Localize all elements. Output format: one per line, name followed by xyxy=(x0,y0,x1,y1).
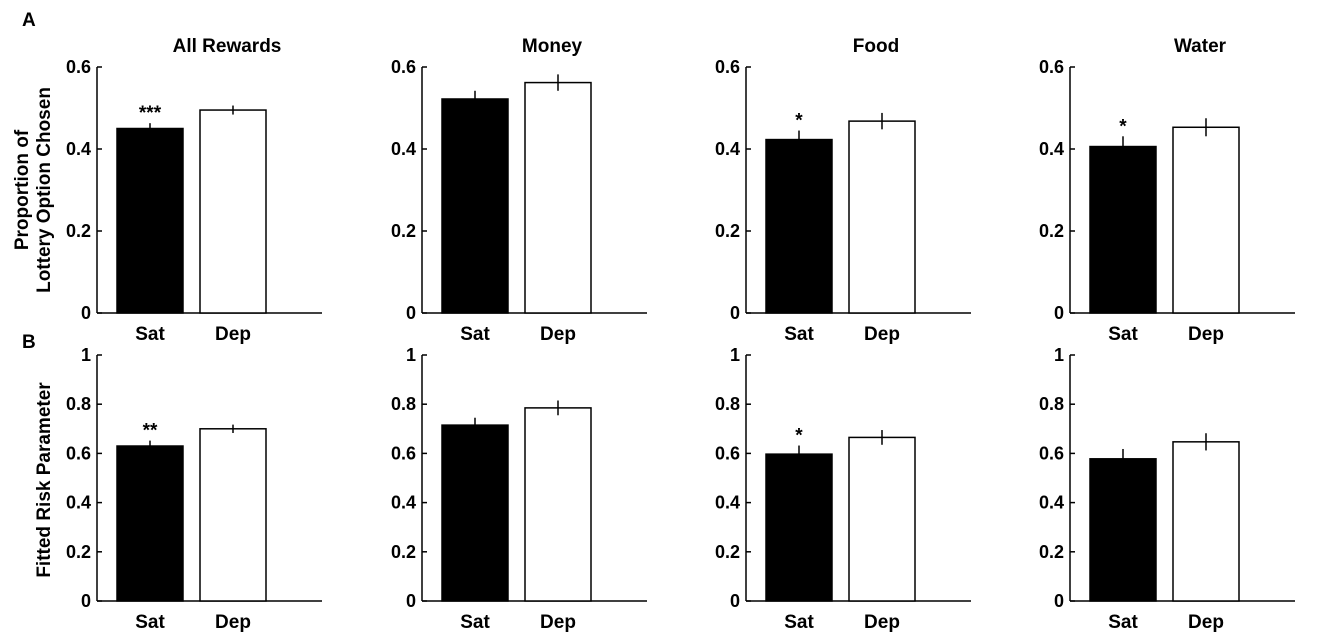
chart-4: Water 0 0.2 0.4 0.6 Sat * Dep xyxy=(1039,36,1295,345)
bar-dep xyxy=(199,428,267,602)
chart-2: Money 0 0.2 0.4 0.6 Sat Dep xyxy=(391,36,647,345)
chart-title: Water xyxy=(1174,36,1227,57)
chart-8: 0 0.2 0.4 0.6 0.8 1 Sat Dep xyxy=(1039,345,1295,633)
y-tick-label: 0.2 xyxy=(715,542,740,562)
y-tick-label: 1 xyxy=(1054,345,1064,365)
y-tick-label: 0.4 xyxy=(66,493,91,513)
bar-sat xyxy=(1089,145,1157,314)
y-tick-label: 0 xyxy=(406,591,416,611)
bar-sat xyxy=(116,445,184,602)
category-label: Dep xyxy=(540,324,576,345)
y-tick-label: 0.6 xyxy=(391,57,416,77)
category-label: Sat xyxy=(135,324,165,345)
y-tick-label: 0.4 xyxy=(715,493,740,513)
chart-1: All Rewards 0 0.2 0.4 0.6 Sat *** Dep xyxy=(66,36,322,345)
category-label: Dep xyxy=(1188,324,1224,345)
significance-marker: * xyxy=(795,111,803,132)
y-tick-label: 0 xyxy=(730,303,740,323)
y-tick-label: 0.8 xyxy=(66,394,91,414)
y-tick-label: 0.6 xyxy=(1039,443,1064,463)
y-tick-label: 0 xyxy=(1054,591,1064,611)
bar-sat xyxy=(441,98,509,314)
category-label: Sat xyxy=(135,612,165,633)
bar-dep xyxy=(848,120,916,314)
significance-marker: * xyxy=(795,426,803,447)
y-tick-label: 0.2 xyxy=(1039,542,1064,562)
chart-6: 0 0.2 0.4 0.6 0.8 1 Sat Dep xyxy=(391,345,647,633)
bar-sat xyxy=(441,424,509,602)
y-tick-label: 0.2 xyxy=(715,221,740,241)
bar-dep xyxy=(1172,126,1240,314)
y-tick-label: 0 xyxy=(1054,303,1064,323)
y-tick-label: 0.6 xyxy=(715,57,740,77)
ylabel-fitted-risk: Fitted Risk Parameter xyxy=(34,382,55,578)
category-label: Sat xyxy=(784,612,814,633)
y-tick-label: 0.6 xyxy=(715,443,740,463)
y-tick-label: 0.8 xyxy=(715,394,740,414)
category-label: Dep xyxy=(215,612,251,633)
category-label: Dep xyxy=(540,612,576,633)
y-tick-label: 0.4 xyxy=(1039,493,1064,513)
bar-dep xyxy=(1172,441,1240,602)
category-label: Dep xyxy=(864,324,900,345)
y-tick-label: 0.2 xyxy=(66,542,91,562)
y-tick-label: 0 xyxy=(406,303,416,323)
y-tick-label: 0.6 xyxy=(66,443,91,463)
panel-letter-a: A xyxy=(22,10,36,31)
y-tick-label: 0.4 xyxy=(1039,139,1064,159)
bar-sat xyxy=(765,453,833,602)
bar-dep xyxy=(199,109,267,314)
bar-sat xyxy=(1089,458,1157,602)
y-tick-label: 0.6 xyxy=(391,443,416,463)
y-tick-label: 0.8 xyxy=(391,394,416,414)
y-tick-label: 1 xyxy=(730,345,740,365)
category-label: Dep xyxy=(1188,612,1224,633)
bar-dep xyxy=(524,407,592,602)
chart-title: All Rewards xyxy=(173,36,282,57)
category-label: Sat xyxy=(460,612,490,633)
y-tick-label: 0 xyxy=(81,303,91,323)
category-label: Dep xyxy=(864,612,900,633)
significance-marker: ** xyxy=(143,421,158,442)
y-tick-label: 0.4 xyxy=(391,139,416,159)
y-tick-label: 0 xyxy=(730,591,740,611)
y-tick-label: 0.2 xyxy=(391,221,416,241)
y-tick-label: 0.2 xyxy=(66,221,91,241)
ylabel-proportion-lottery: Proportion ofLottery Option Chosen xyxy=(12,87,55,293)
bar-dep xyxy=(848,436,916,602)
panel-letter-b: B xyxy=(22,332,36,353)
y-tick-label: 1 xyxy=(81,345,91,365)
bar-sat xyxy=(765,138,833,314)
ylabel-line: Fitted Risk Parameter xyxy=(34,382,55,578)
y-tick-label: 0.4 xyxy=(66,139,91,159)
y-tick-label: 0.8 xyxy=(1039,394,1064,414)
y-tick-label: 0.6 xyxy=(66,57,91,77)
chart-title: Food xyxy=(853,36,899,57)
category-label: Sat xyxy=(784,324,814,345)
row-ylabels: Proportion ofLottery Option Chosen Fitted… xyxy=(12,87,55,578)
ylabel-line: Proportion of xyxy=(12,129,33,250)
category-label: Sat xyxy=(1108,324,1138,345)
y-tick-label: 0.4 xyxy=(391,493,416,513)
y-tick-label: 0 xyxy=(81,591,91,611)
ylabel-line: Lottery Option Chosen xyxy=(34,87,55,293)
charts: All Rewards00.20.40.6Sat***DepMoney00.20… xyxy=(66,36,1295,633)
bar-sat xyxy=(116,127,184,314)
bar-dep xyxy=(524,81,592,314)
y-tick-label: 1 xyxy=(406,345,416,365)
chart-3: Food 0 0.2 0.4 0.6 Sat * Dep xyxy=(715,36,971,345)
chart-5: 0 0.2 0.4 0.6 0.8 1 Sat ** Dep xyxy=(66,345,322,633)
category-label: Dep xyxy=(215,324,251,345)
category-label: Sat xyxy=(460,324,490,345)
chart-7: 0 0.2 0.4 0.6 0.8 1 Sat * Dep xyxy=(715,345,971,633)
chart-title: Money xyxy=(522,36,583,57)
category-label: Sat xyxy=(1108,612,1138,633)
y-tick-label: 0.2 xyxy=(391,542,416,562)
y-tick-label: 0.4 xyxy=(715,139,740,159)
significance-marker: * xyxy=(1119,116,1127,137)
significance-marker: *** xyxy=(139,103,162,124)
y-tick-label: 0.2 xyxy=(1039,221,1064,241)
y-tick-label: 0.6 xyxy=(1039,57,1064,77)
